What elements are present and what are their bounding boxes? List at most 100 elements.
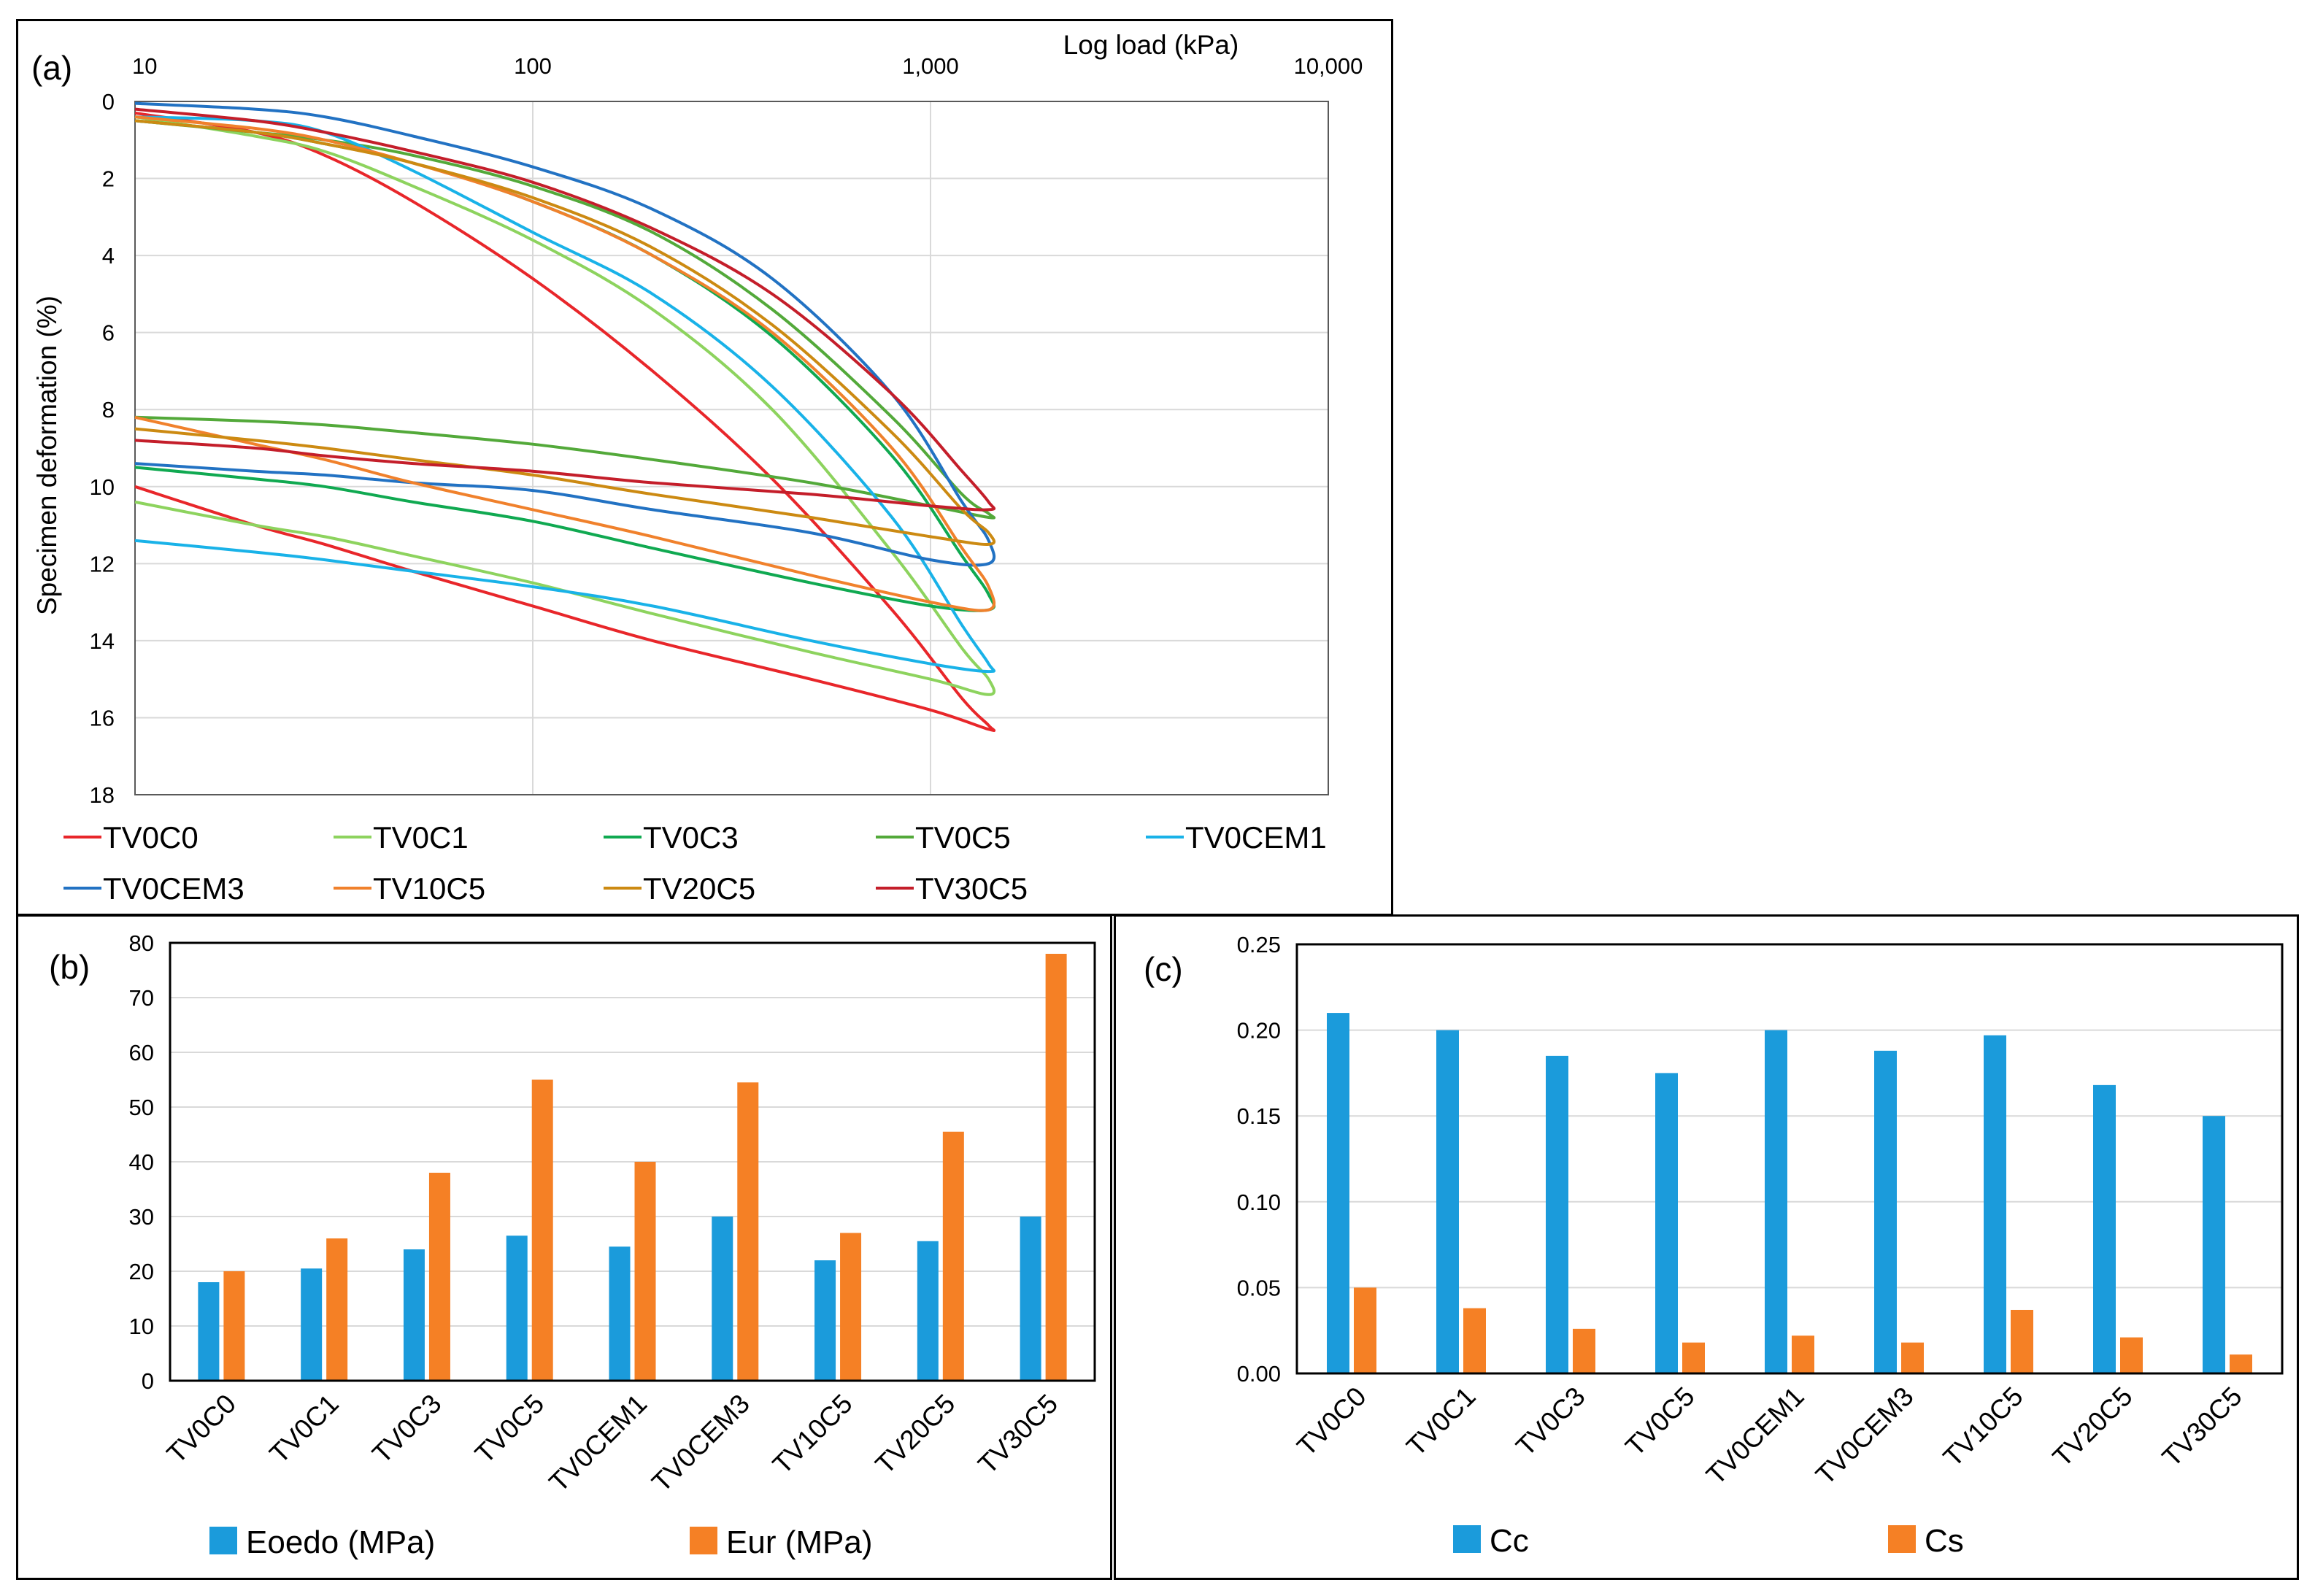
x-tick-label: 10,000 [1294,53,1363,79]
category-label: TV20C5 [2047,1381,2138,1473]
category-label: TV0C5 [1619,1381,1700,1462]
y-tick-label: 12 [90,551,115,577]
bar-eoedo-tv0cem3 [712,1217,733,1381]
legend-label: Eur (MPa) [726,1524,872,1560]
bar-cc-tv0cem3 [1874,1050,1897,1373]
bar-eur-tv0cem1 [634,1162,656,1381]
legend-label: TV0C5 [915,820,1011,855]
x-tick-label: 10 [132,53,157,79]
category-label: TV0C3 [1510,1381,1590,1462]
bar-eur-tv0c3 [428,1173,450,1381]
y-axis-title: Specimen deformation (%) [32,296,62,615]
bar-cc-tv0c1 [1436,1030,1459,1373]
legend-label: Cs [1925,1523,1964,1559]
y-tick-label: 40 [129,1149,154,1175]
bar-cs-tv0cem3 [1901,1342,1924,1373]
bar-eoedo-tv0c3 [403,1249,425,1381]
bar-eoedo-tv20c5 [917,1241,939,1381]
bar-eoedo-tv0c0 [198,1282,220,1381]
legend-label: TV0C0 [103,820,199,855]
category-label: TV10C5 [767,1389,858,1480]
chart-a-svg: 0 2 4 6 8 10 12 14 16 18 10 100 1,000 10,000 Log load … [31,30,1363,906]
y-tick-label: 0 [102,89,115,115]
bar-cc-tv0c0 [1327,1013,1349,1373]
category-label: TV0C1 [263,1389,344,1469]
series-line-tv0cem3 [134,101,996,567]
legend-swatch-cc [1453,1525,1481,1553]
y-tick-label: 2 [102,166,115,192]
category-label: TV30C5 [2157,1381,2248,1473]
legend-label: TV20C5 [643,871,755,906]
y-tick-label: 14 [90,628,115,654]
y-tick-label: 10 [129,1314,154,1339]
legend-label: TV0C3 [643,820,739,855]
y-tick-label: 4 [102,243,115,269]
series-line-tv0c1 [134,115,996,696]
bar-cs-tv0cem1 [1792,1335,1814,1373]
series-line-tv20c5 [134,119,996,546]
plot-area [1295,943,2284,1375]
bar-cs-tv30c5 [2230,1354,2252,1373]
bar-eur-tv30c5 [1045,954,1067,1381]
y-tick-label: 0.05 [1237,1275,1281,1300]
bar-cc-tv0c3 [1546,1055,1568,1373]
bar-cc-tv0cem1 [1765,1030,1787,1373]
category-label: TV0C3 [366,1389,447,1469]
panel-label-b: (b) [49,948,90,986]
y-tick-label: 80 [129,930,154,956]
bar-cc-tv20c5 [2093,1084,2116,1373]
bar-cs-tv10c5 [2011,1309,2033,1373]
bar-cc-tv0c5 [1655,1073,1678,1373]
plot-area-a [134,101,1329,795]
series-line-tv30c5 [134,107,996,512]
legend-label: TV30C5 [915,871,1028,906]
bar-cs-tv0c1 [1463,1308,1486,1373]
bar-eur-tv20c5 [942,1131,964,1381]
y-tick-label: 20 [129,1259,154,1284]
y-tick-label: 0 [142,1368,154,1394]
legend-label: TV0CEM3 [103,871,244,906]
y-tick-label: 30 [129,1204,154,1230]
y-tick-label: 10 [90,474,115,500]
category-label: TV0C0 [1291,1381,1371,1462]
legend-swatch-cs [1888,1525,1916,1553]
plot-area [169,941,1096,1382]
panel-label-a: (a) [31,49,72,87]
bar-eoedo-tv0c1 [301,1268,323,1381]
y-tick-label: 70 [129,985,154,1011]
x-tick-label: 1,000 [902,53,959,79]
category-label: TV30C5 [972,1389,1063,1480]
y-tick-label: 6 [102,320,115,346]
bar-cs-tv0c3 [1573,1328,1595,1373]
bar-eoedo-tv0c5 [506,1235,528,1381]
legend-label: TV0CEM1 [1185,820,1327,855]
x-axis-title: Log load (kPa) [1063,30,1239,60]
panel-b-modulus-bars: 0 10 20 30 40 50 60 70 80 TV0C0 TV0C1 TV0C3 TV0C5 TV0… [16,914,1112,1580]
category-label: TV0CEM3 [646,1389,755,1498]
legend-label: TV10C5 [373,871,485,906]
y-tick-label: 8 [102,397,115,423]
category-label: TV0CEM3 [1810,1381,1919,1491]
legend-label: Eoedo (MPa) [246,1524,435,1560]
y-tick-label: 16 [90,705,115,730]
category-label: TV20C5 [870,1389,961,1480]
category-label: TV0C0 [161,1389,242,1469]
x-tick-label: 100 [514,53,552,79]
bar-eoedo-tv10c5 [814,1260,836,1381]
category-label: TV0C5 [469,1389,550,1469]
bar-cs-tv20c5 [2120,1337,2143,1373]
legend-label: TV0C1 [373,820,469,855]
bar-cs-tv0c0 [1354,1287,1376,1373]
y-tick-label: 0.15 [1237,1103,1281,1129]
category-label: TV0CEM1 [543,1389,652,1498]
panel-c-index-bars: 0.00 0.05 0.10 0.15 0.20 0.25 TV0C0 TV0C1 TV0C3 T… [1114,914,2299,1580]
series-line-tv0c5 [134,119,996,520]
y-tick-label: 0.20 [1237,1018,1281,1044]
legend-label: Cc [1490,1523,1529,1559]
y-tick-label: 0.25 [1237,932,1281,957]
category-label: TV10C5 [1938,1381,2029,1473]
bar-eur-tv0cem3 [737,1082,759,1381]
y-tick-label: 0.10 [1237,1190,1281,1215]
y-tick-label: 18 [90,782,115,808]
